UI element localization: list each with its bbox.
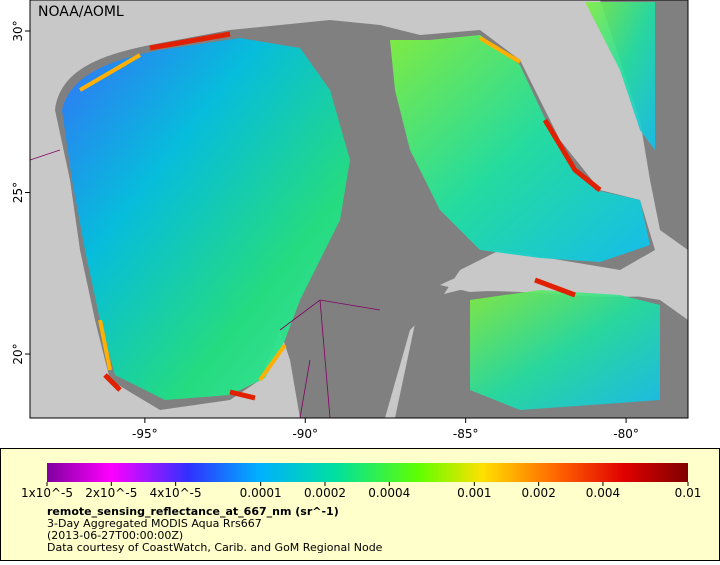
colorbar — [47, 463, 688, 482]
x-tick-label: -90° — [292, 427, 318, 441]
coastal-mid — [78, 36, 522, 382]
colorbar-tick-label: 4x10^-5 — [150, 486, 202, 500]
x-tick-label: -85° — [453, 427, 479, 441]
map — [30, 0, 688, 418]
variable: remote_sensing_reflectance_at_667_nm (sr… — [47, 505, 339, 518]
time: (2013-06-27T00:00:00Z) — [47, 529, 183, 542]
colorbar-tick-label: 0.0001 — [240, 486, 282, 500]
y-tick-label: 30° — [11, 20, 25, 41]
colorbar-tick-label: 2x10^-5 — [85, 486, 137, 500]
colorbar-tick-label: 0.0002 — [304, 486, 346, 500]
data-caribbean — [470, 290, 660, 410]
axes: -95° -90° -85° -80° 20° 25° 30° — [11, 20, 639, 441]
data-east — [390, 35, 650, 262]
borders — [30, 149, 381, 418]
data-west — [62, 38, 350, 400]
data-florida-east — [585, 2, 655, 150]
x-tick-label: -80° — [613, 427, 639, 441]
source: Data courtesy of CoastWatch, Carib. and … — [47, 541, 383, 554]
y-tick-label: 20° — [11, 343, 25, 364]
coastal-high — [103, 31, 602, 401]
description: 3-Day Aggregated MODIS Aqua Rrs667 — [47, 517, 262, 530]
map-frame — [29, 0, 689, 419]
cuba — [440, 261, 662, 297]
y-tick-label: 25° — [11, 182, 25, 203]
colorbar-tick-label: 0.001 — [457, 486, 491, 500]
colorbar-tick-label: 0.0004 — [368, 486, 410, 500]
colorbar-tick-label: 0.004 — [586, 486, 620, 500]
colorbar-tick-label: 0.002 — [521, 486, 555, 500]
colorbar-ticks: 1x10^-5 2x10^-5 4x10^-5 0.0001 0.0002 0.0004 0… — [21, 482, 701, 500]
credit: NOAA/AOML — [38, 4, 124, 20]
colorbar-tick-label: 1x10^-5 — [21, 486, 73, 500]
x-tick-label: -95° — [132, 427, 158, 441]
colorbar-tick-label: 0.01 — [675, 486, 702, 500]
